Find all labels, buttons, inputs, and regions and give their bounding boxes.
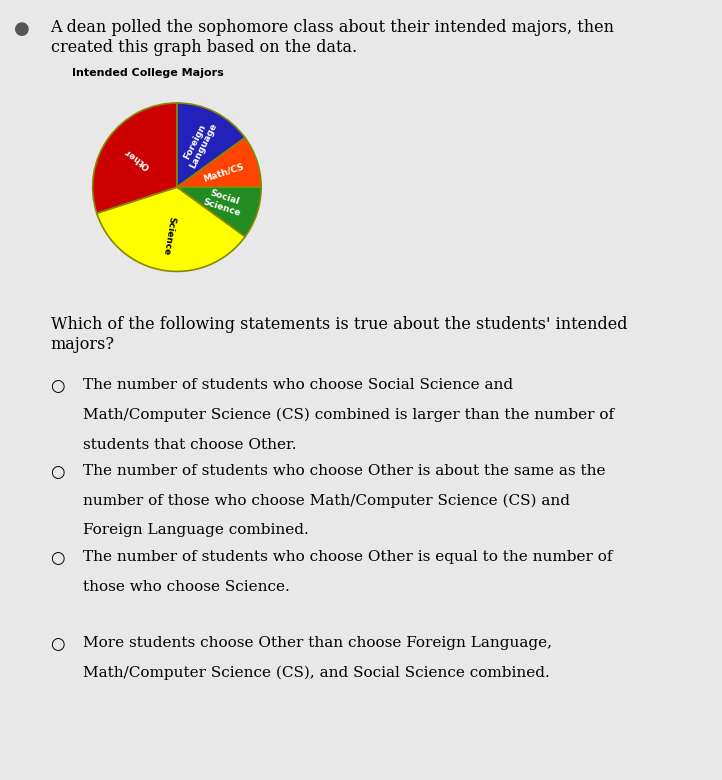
Wedge shape [97,187,245,271]
Text: number of those who choose Math/Computer Science (CS) and: number of those who choose Math/Computer… [83,494,570,508]
Text: Intended College Majors: Intended College Majors [71,69,223,78]
Wedge shape [177,138,261,187]
Text: ○: ○ [51,636,65,653]
Text: Math/Computer Science (CS) combined is larger than the number of: Math/Computer Science (CS) combined is l… [83,408,614,422]
Wedge shape [177,103,245,187]
Text: Foreign Language combined.: Foreign Language combined. [83,523,309,537]
Text: Social
Science: Social Science [201,187,245,218]
Text: Science: Science [162,215,177,256]
Text: ○: ○ [51,464,65,481]
Text: ○: ○ [51,378,65,395]
Text: Which of the following statements is true about the students' intended
majors?: Which of the following statements is tru… [51,316,627,353]
Text: More students choose Other than choose Foreign Language,: More students choose Other than choose F… [83,636,552,650]
Text: ●: ● [14,20,30,37]
Text: Math/CS: Math/CS [201,161,245,183]
Text: Math/Computer Science (CS), and Social Science combined.: Math/Computer Science (CS), and Social S… [83,665,549,679]
Text: Foreign
Language: Foreign Language [179,117,219,170]
Text: The number of students who choose Other is about the same as the: The number of students who choose Other … [83,464,606,478]
Text: students that choose Other.: students that choose Other. [83,438,297,452]
Text: those who choose Science.: those who choose Science. [83,580,290,594]
Text: The number of students who choose Other is equal to the number of: The number of students who choose Other … [83,550,612,564]
Text: A dean polled the sophomore class about their intended majors, then
created this: A dean polled the sophomore class about … [51,20,614,56]
Text: ○: ○ [51,550,65,567]
Text: Other: Other [123,146,152,171]
Wedge shape [92,103,177,213]
Text: The number of students who choose Social Science and: The number of students who choose Social… [83,378,513,392]
Wedge shape [177,187,261,236]
